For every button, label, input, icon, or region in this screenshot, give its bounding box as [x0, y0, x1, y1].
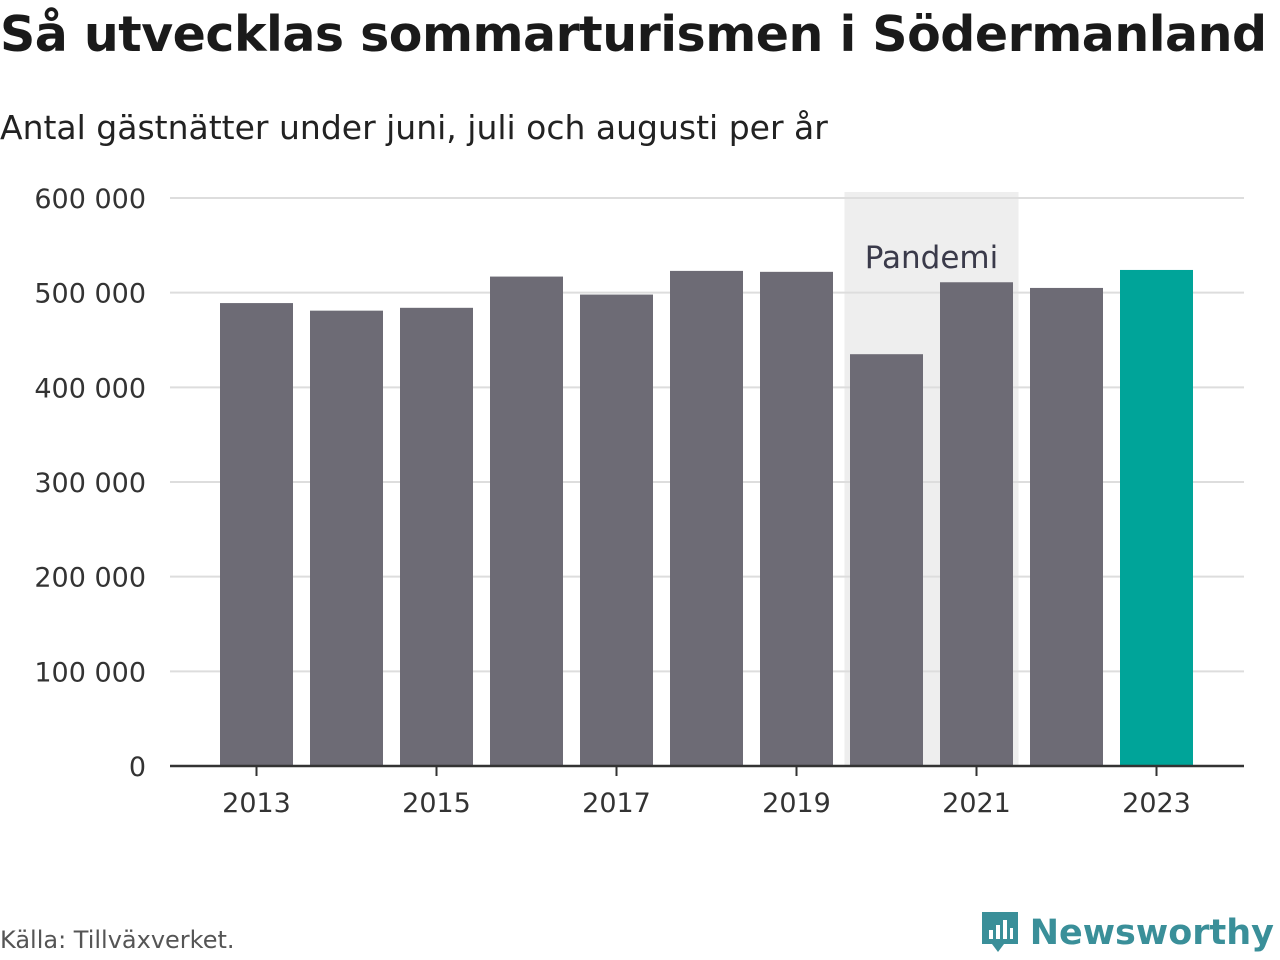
y-tick-label: 200 000 — [34, 563, 146, 594]
brand-logo[interactable]: Newsworthy — [978, 908, 1274, 958]
y-tick-label: 100 000 — [34, 657, 146, 688]
y-axis-labels: 0 100 000 200 000 300 000 400 000 500 000 600 … — [34, 184, 146, 783]
bar-2023 — [1120, 269, 1193, 766]
bar-2022 — [1030, 287, 1103, 766]
x-tick-label: 2013 — [222, 788, 291, 819]
x-tick-label: 2017 — [582, 788, 651, 819]
y-tick-label: 500 000 — [34, 279, 146, 310]
bar-2015 — [400, 307, 473, 766]
bars — [220, 269, 1193, 766]
bar-2016 — [490, 276, 563, 766]
newsworthy-logo-icon — [981, 912, 1018, 952]
bar-2021 — [940, 282, 1013, 766]
source-note: Källa: Tillväxverket. — [0, 926, 235, 954]
x-tick-label: 2019 — [762, 788, 831, 819]
chart-title: Så utvecklas sommarturismen i Södermanla… — [0, 6, 1267, 63]
x-tick-label: 2021 — [942, 788, 1011, 819]
y-tick-label: 600 000 — [34, 184, 146, 215]
bar-2019 — [760, 271, 833, 766]
brand-name: Newsworthy — [1029, 913, 1274, 953]
x-axis: 2013 2015 2017 2019 2021 2023 — [170, 764, 1244, 819]
bar-2020 — [850, 354, 923, 766]
bar-chart: Pandemi 2013 2015 2017 2019 2021 2023 0 100 00… — [34, 184, 1244, 819]
x-tick-label: 2023 — [1122, 788, 1191, 819]
x-tick-label: 2015 — [402, 788, 471, 819]
y-tick-label: 0 — [129, 752, 146, 783]
bar-2014 — [310, 310, 383, 766]
pandemic-label: Pandemi — [865, 240, 999, 276]
bar-2017 — [580, 294, 653, 766]
bar-2013 — [220, 303, 293, 766]
bar-2018 — [670, 270, 743, 766]
y-tick-label: 400 000 — [34, 373, 146, 404]
y-tick-label: 300 000 — [34, 468, 146, 499]
chart-subtitle: Antal gästnätter under juni, juli och au… — [0, 108, 828, 147]
